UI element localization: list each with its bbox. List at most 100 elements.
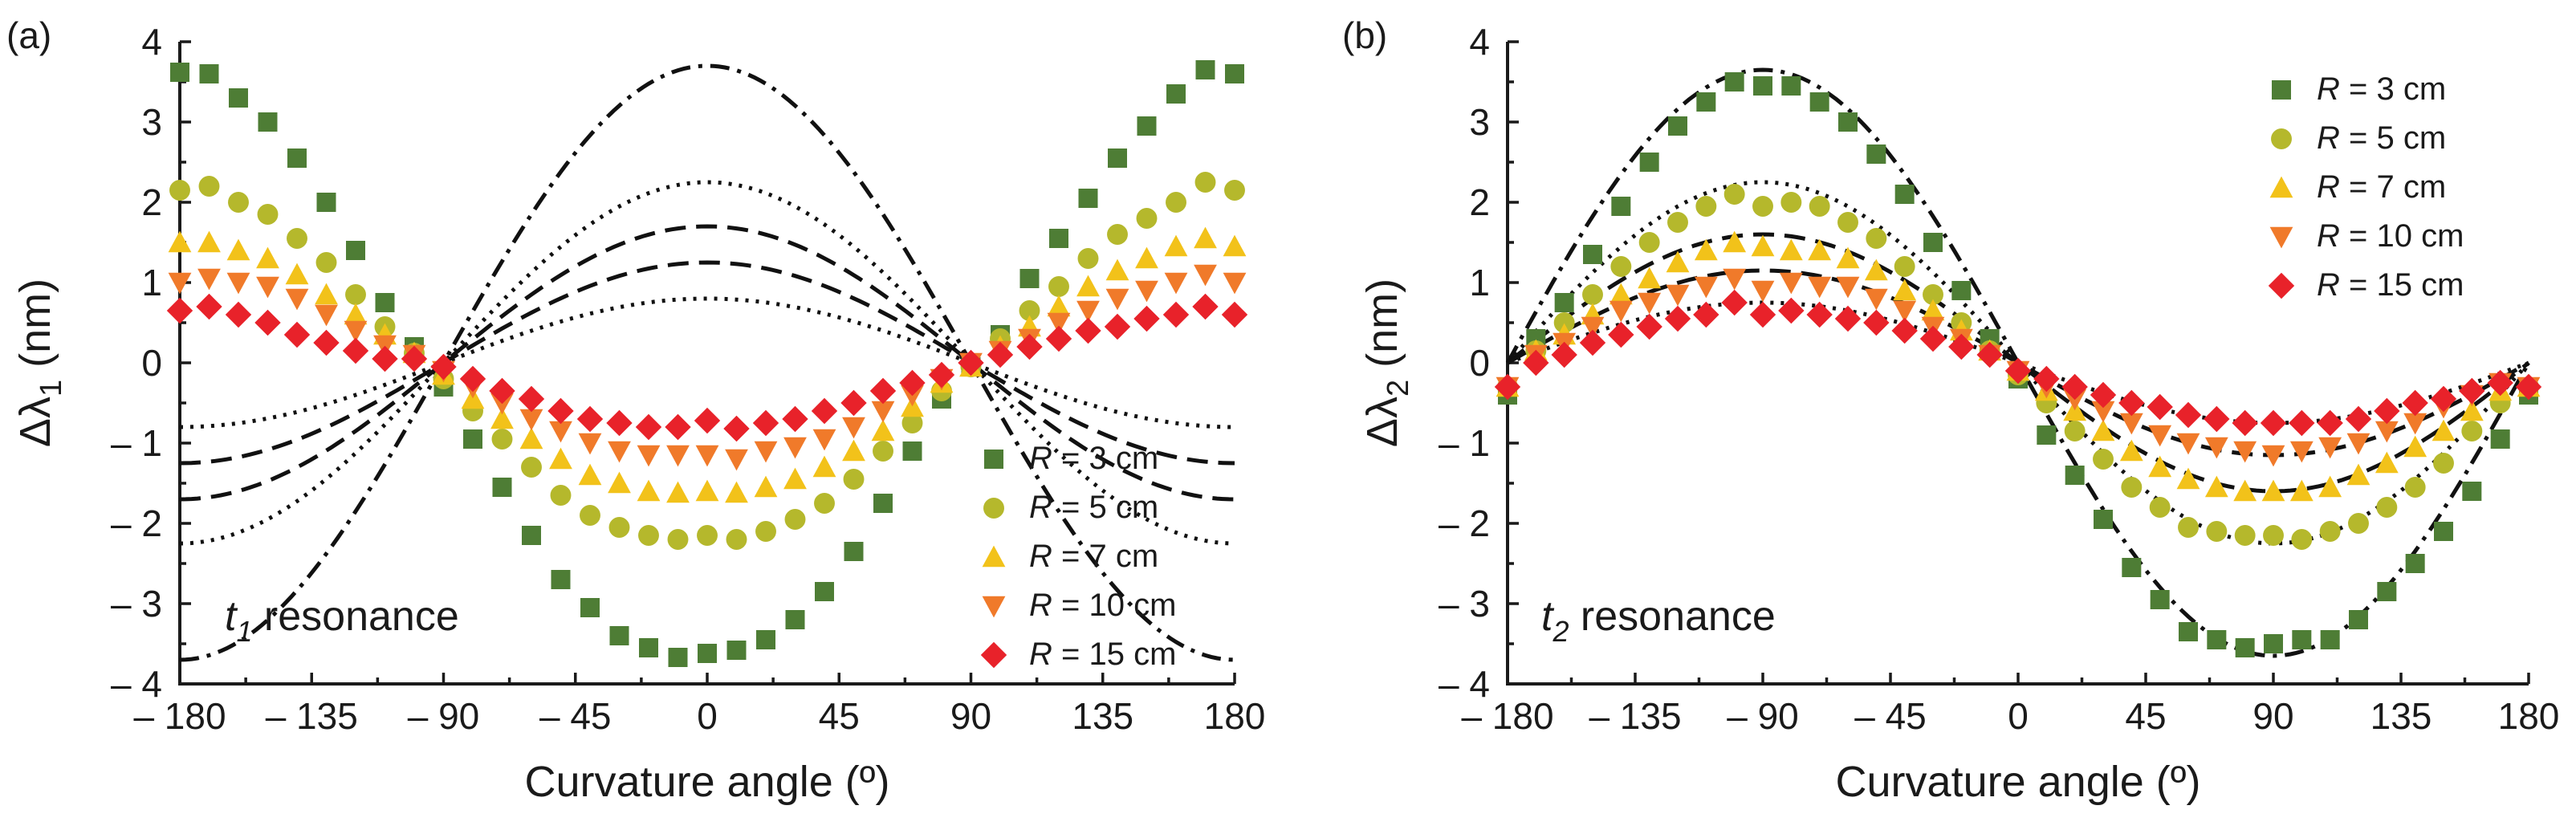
data-point	[1077, 248, 1099, 269]
x-tick-label: – 45	[1854, 695, 1927, 737]
data-point	[547, 397, 574, 425]
data-point	[1779, 238, 1803, 261]
y-tick-label: 2	[141, 181, 162, 223]
data-point	[256, 246, 279, 269]
data-point	[2318, 437, 2342, 459]
data-point	[2404, 477, 2426, 498]
data-point	[2318, 475, 2342, 498]
data-point	[1551, 341, 1577, 368]
data-point	[1976, 341, 2003, 368]
data-point	[2234, 525, 2256, 546]
data-point	[609, 626, 629, 645]
legend-entry: R = 7 cm	[2317, 169, 2446, 205]
data-point	[375, 293, 395, 312]
data-point	[1192, 293, 1219, 320]
data-point	[1778, 297, 1805, 324]
data-point	[2204, 437, 2228, 459]
data-point	[1164, 272, 1188, 295]
y-tick-label: 4	[141, 21, 162, 63]
data-point	[1638, 292, 1662, 315]
data-point	[522, 526, 541, 545]
data-point	[2175, 401, 2202, 429]
y-tick-label: – 3	[111, 583, 162, 625]
data-point	[1921, 299, 1945, 321]
x-tick-label: 135	[2370, 695, 2432, 737]
x-tick-label: – 180	[133, 695, 226, 737]
data-point	[2291, 529, 2313, 550]
panel-label: (a)	[6, 14, 51, 56]
data-point	[784, 509, 806, 530]
data-point	[228, 192, 249, 213]
data-point	[2233, 479, 2257, 502]
data-point	[871, 401, 895, 423]
data-point	[1866, 144, 1886, 164]
data-point	[1636, 313, 1662, 340]
data-point	[1948, 333, 1975, 360]
data-point	[550, 485, 572, 506]
y-tick-label: 1	[1469, 262, 1490, 303]
y-tick-label: 4	[1469, 21, 1490, 63]
legend-entry: R = 15 cm	[1029, 637, 1176, 672]
data-point	[1779, 272, 1803, 295]
data-point	[1923, 284, 1943, 305]
y-tick-label: 1	[141, 262, 162, 303]
y-tick-label: – 1	[1439, 422, 1490, 464]
data-point	[2375, 421, 2399, 443]
data-point	[1135, 246, 1158, 269]
data-point	[2121, 477, 2143, 498]
data-point	[2292, 630, 2312, 649]
data-point	[2233, 441, 2257, 463]
data-point	[1609, 283, 1633, 305]
data-point	[1666, 250, 1690, 273]
legend-marker	[982, 545, 1006, 568]
resonance-annotation: t2 resonance	[1541, 593, 1776, 648]
y-tick-label: – 4	[1439, 663, 1490, 705]
data-point	[606, 409, 633, 437]
x-tick-label: 45	[819, 695, 860, 737]
data-point	[755, 521, 776, 542]
data-point	[2433, 453, 2454, 474]
data-point	[521, 457, 542, 478]
data-point	[1639, 153, 1659, 172]
data-point	[2403, 435, 2427, 458]
data-point	[1864, 288, 1888, 311]
data-point	[168, 230, 192, 253]
data-point	[1194, 172, 1216, 193]
data-point	[1834, 305, 1862, 332]
x-tick-label: 0	[697, 695, 718, 737]
data-point	[2204, 405, 2230, 433]
y-tick-label: – 2	[1439, 502, 1490, 544]
data-point	[430, 353, 457, 380]
data-point	[2147, 393, 2173, 421]
data-point	[869, 377, 897, 405]
fit-curve	[179, 260, 1235, 466]
data-point	[1047, 312, 1071, 335]
data-point	[463, 429, 482, 449]
data-point	[549, 421, 572, 443]
data-point	[2064, 421, 2086, 441]
data-point	[608, 517, 630, 538]
data-point	[2374, 397, 2400, 425]
legend-entry: R = 5 cm	[2317, 120, 2446, 156]
y-tick-label: – 4	[111, 663, 162, 705]
data-point	[2460, 399, 2484, 421]
data-point	[1723, 184, 1745, 205]
data-point	[580, 598, 600, 617]
data-point	[1076, 300, 1100, 323]
fit-curve	[179, 63, 1235, 662]
data-point	[902, 441, 922, 461]
data-point	[1809, 92, 1829, 112]
data-point	[1693, 301, 1719, 328]
data-point	[1162, 301, 1190, 328]
data-point	[2061, 373, 2088, 401]
y-tick-label: 0	[1469, 342, 1490, 384]
data-point	[1751, 280, 1775, 303]
data-point	[287, 149, 307, 168]
data-point	[1806, 301, 1833, 328]
data-point	[1667, 212, 1688, 233]
data-point	[2037, 425, 2057, 445]
data-point	[1049, 229, 1068, 248]
data-point	[2204, 475, 2228, 498]
data-point	[285, 262, 309, 285]
data-point	[2459, 377, 2485, 405]
